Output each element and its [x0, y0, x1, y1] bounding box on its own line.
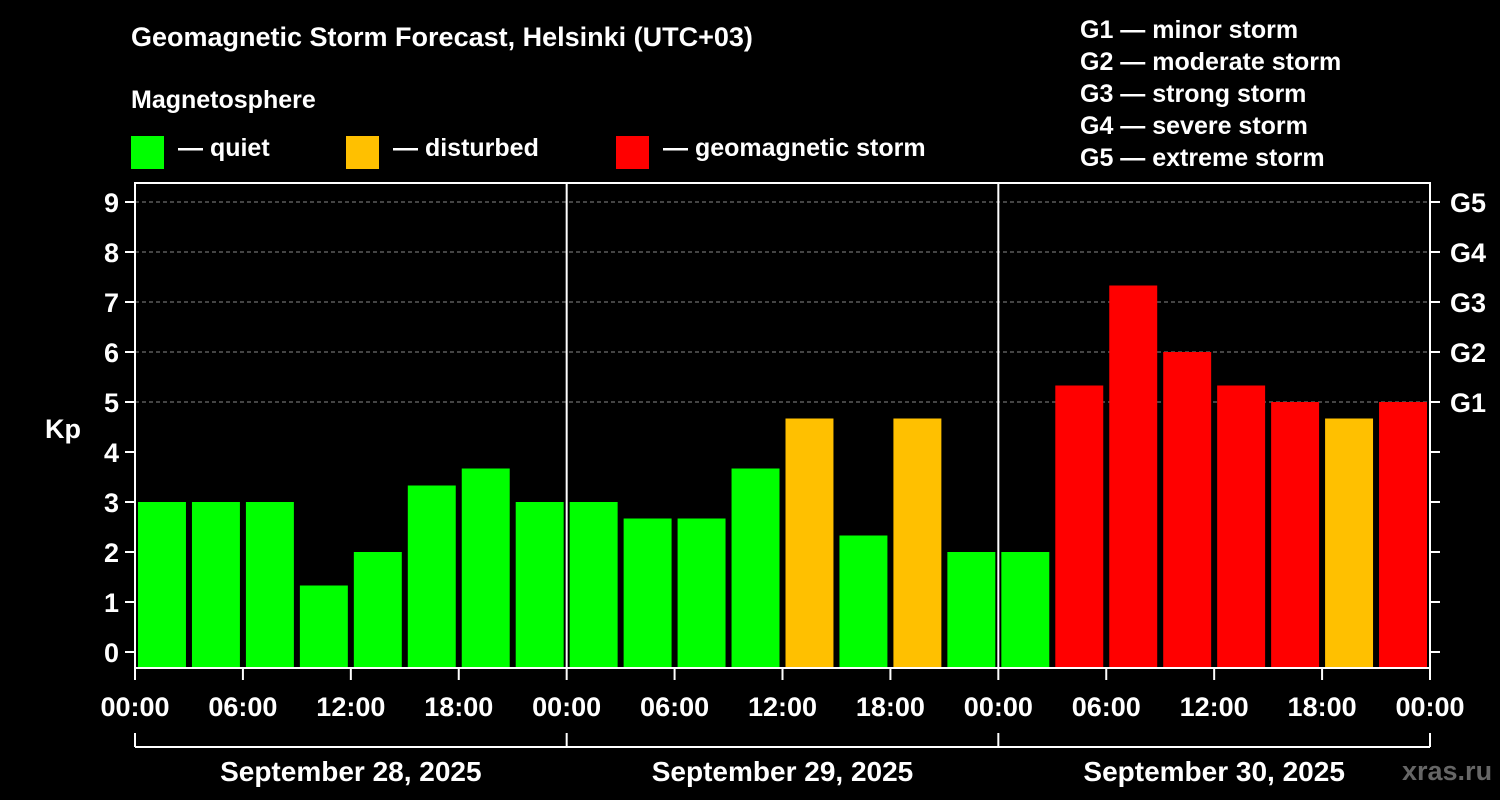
kp-bar [461, 468, 510, 668]
kp-bar [353, 552, 402, 668]
y-tick-label: 0 [104, 638, 119, 668]
kp-bar [569, 502, 618, 668]
kp-bar [299, 585, 348, 668]
g-scale-item: G3 — strong storm [1080, 80, 1307, 108]
kp-bar [138, 502, 186, 668]
y-tick-label: 4 [104, 438, 119, 468]
x-tick-label: 18:00 [424, 692, 493, 722]
kp-bar [677, 518, 726, 668]
kp-bar [1055, 385, 1104, 668]
kp-bar [623, 518, 672, 668]
y-tick-label: 5 [104, 388, 119, 418]
kp-bar [191, 502, 240, 668]
kp-bar [839, 535, 888, 668]
kp-bar [731, 468, 780, 668]
x-tick-label: 18:00 [856, 692, 925, 722]
x-tick-label: 00:00 [1395, 692, 1464, 722]
g-scale-item: G2 — moderate storm [1080, 48, 1342, 76]
kp-bar [245, 502, 294, 668]
x-tick-label: 18:00 [1288, 692, 1357, 722]
x-tick-label: 00:00 [964, 692, 1033, 722]
kp-bar [1271, 402, 1320, 668]
x-tick-label: 06:00 [1072, 692, 1141, 722]
kp-bar [1217, 385, 1266, 668]
day-label: September 28, 2025 [220, 756, 482, 787]
chart-title: Geomagnetic Storm Forecast, Helsinki (UT… [131, 22, 753, 52]
g-tick-label: G2 [1450, 338, 1486, 368]
kp-bar [947, 552, 996, 668]
legend-label-storm: — geomagnetic storm [663, 134, 926, 162]
y-tick-label: 8 [104, 238, 119, 268]
x-tick-label: 00:00 [100, 692, 169, 722]
legend-label-disturbed: — disturbed [393, 134, 539, 162]
y-tick-label: 6 [104, 338, 119, 368]
g-tick-label: G3 [1450, 288, 1486, 318]
g-scale-item: G1 — minor storm [1080, 16, 1299, 44]
x-tick-label: 12:00 [1180, 692, 1249, 722]
day-label: September 29, 2025 [652, 756, 914, 787]
kp-bar [1109, 285, 1158, 668]
x-tick-label: 06:00 [208, 692, 277, 722]
g-scale-item: G4 — severe storm [1080, 112, 1308, 140]
kp-bar [1325, 418, 1374, 668]
x-tick-label: 12:00 [316, 692, 385, 722]
legend-swatch-quiet [131, 136, 164, 169]
kp-bar [785, 418, 834, 668]
day-label: September 30, 2025 [1083, 756, 1345, 787]
kp-bar [515, 502, 564, 668]
legend-swatch-disturbed [346, 136, 379, 169]
kp-bar [893, 418, 942, 668]
kp-bar [1379, 402, 1427, 668]
kp-bar [1001, 552, 1050, 668]
y-tick-label: 9 [104, 188, 119, 218]
legend-title: Magnetosphere [131, 86, 316, 114]
y-tick-label: 1 [104, 588, 119, 618]
legend-label-quiet: — quiet [178, 134, 270, 162]
kp-bar [407, 485, 456, 668]
legend-swatch-storm [616, 136, 649, 169]
kp-bar [1163, 352, 1212, 668]
g-tick-label: G1 [1450, 388, 1486, 418]
y-tick-label: 2 [104, 538, 119, 568]
x-tick-label: 06:00 [640, 692, 709, 722]
x-tick-label: 00:00 [532, 692, 601, 722]
g-tick-label: G4 [1450, 238, 1486, 268]
watermark: xras.ru [1402, 756, 1493, 786]
y-tick-label: 3 [104, 488, 119, 518]
y-axis-label: Kp [45, 414, 81, 444]
x-tick-label: 12:00 [748, 692, 817, 722]
g-scale-item: G5 — extreme storm [1080, 144, 1325, 172]
g-tick-label: G5 [1450, 188, 1486, 218]
y-tick-label: 7 [104, 288, 119, 318]
g-scale-legend: G1 — minor storm G2 — moderate storm G3 … [1080, 14, 1341, 174]
